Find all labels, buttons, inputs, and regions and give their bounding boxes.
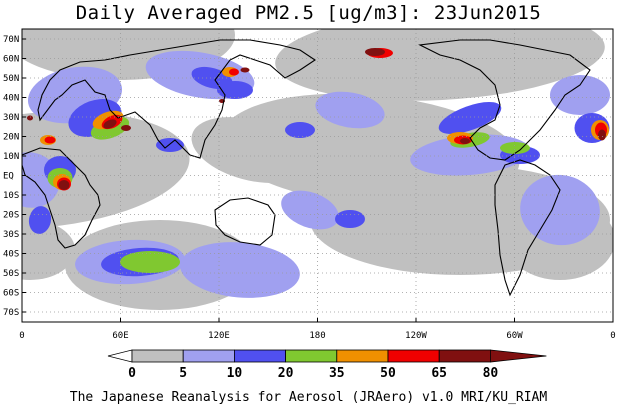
colorbar-arrow-left bbox=[107, 349, 133, 363]
coastline bbox=[494, 159, 561, 297]
lat-label: 30S bbox=[3, 230, 19, 240]
pm25-dark-region bbox=[598, 129, 606, 141]
pm25-lightblue-region bbox=[550, 75, 610, 115]
lon-label: 120E bbox=[208, 331, 230, 341]
lat-label: 10S bbox=[3, 191, 19, 201]
lon-label: 0 bbox=[610, 331, 615, 341]
pm25-red-region bbox=[44, 136, 56, 144]
colorbar-tick-label: 20 bbox=[278, 366, 294, 381]
pm25-dark-region bbox=[460, 138, 470, 144]
colorbar-segment bbox=[285, 349, 338, 363]
colorbar-arrow-right bbox=[489, 349, 547, 363]
colorbar-tick-label: 35 bbox=[329, 366, 345, 381]
footer-credit: The Japanese Reanalysis for Aerosol (JRA… bbox=[69, 390, 548, 405]
colorbar-tick-label: 0 bbox=[128, 366, 136, 381]
colorbar-segment bbox=[182, 349, 235, 363]
pm25-grey-region bbox=[22, 220, 75, 280]
pm25-grey-region bbox=[191, 117, 309, 183]
colorbar-tick-label: 10 bbox=[227, 366, 243, 381]
colorbar-tick-label: 80 bbox=[483, 366, 499, 381]
colorbar-tick-label: 65 bbox=[431, 366, 447, 381]
pm25-dark-region bbox=[103, 119, 117, 129]
pm25-blue-region bbox=[335, 210, 365, 228]
pm25-green-region bbox=[500, 142, 530, 154]
coastline bbox=[37, 39, 316, 159]
pm25-blue-region bbox=[217, 81, 253, 99]
lat-label: 10N bbox=[3, 152, 19, 162]
map-title: Daily Averaged PM2.5 [ug/m3]: 23Jun2015 bbox=[75, 2, 542, 24]
pm25-dark-region bbox=[121, 125, 131, 131]
pm25-red-region bbox=[229, 68, 239, 76]
lon-label: 180 bbox=[309, 331, 325, 341]
lat-label: 50S bbox=[3, 269, 19, 279]
pm25-blue-region bbox=[438, 102, 502, 134]
lat-label: 60N bbox=[3, 55, 19, 65]
lat-label: 60S bbox=[3, 289, 19, 299]
pm25-lightblue-region bbox=[410, 134, 530, 176]
pm25-dark-region bbox=[365, 48, 385, 56]
latitude-axis: 70N 60N 50N 40N 30N 20N 10N EQ 10S 20S 30S 40S 50S 60… bbox=[3, 35, 26, 318]
pm25-dark-region bbox=[240, 67, 250, 73]
colorbar-tick-label: 50 bbox=[380, 366, 396, 381]
coastline bbox=[214, 197, 276, 246]
lon-label: 60E bbox=[112, 331, 128, 341]
colorbar-segment bbox=[387, 349, 440, 363]
longitude-axis: 0 60E 120E 180 120W 60W 0 bbox=[19, 318, 616, 341]
pm25-dark-region bbox=[27, 115, 33, 121]
pm25-field bbox=[22, 29, 613, 322]
colorbar-segment bbox=[233, 349, 286, 363]
pm25-green-region bbox=[120, 251, 180, 273]
coastline bbox=[22, 147, 101, 249]
pm25-blue-region bbox=[285, 122, 315, 138]
coastline bbox=[418, 39, 591, 161]
colorbar-tick-label: 5 bbox=[179, 366, 187, 381]
pm25-blue-region bbox=[28, 206, 52, 234]
lat-label: 70N bbox=[3, 35, 19, 45]
lat-label: 40N bbox=[3, 94, 19, 104]
pm25-lightblue-region bbox=[315, 91, 385, 129]
lat-label: EQ bbox=[3, 172, 14, 182]
lon-label: 0 bbox=[19, 331, 24, 341]
lat-label: 50N bbox=[3, 74, 19, 84]
pm25-lightblue-region bbox=[281, 190, 339, 230]
colorbar: 0 5 10 20 35 50 65 80 bbox=[107, 349, 547, 381]
lat-label: 20S bbox=[3, 211, 19, 221]
lon-label: 120W bbox=[405, 331, 427, 341]
lat-label: 30N bbox=[3, 113, 19, 123]
pm25-lightblue-region bbox=[180, 242, 300, 298]
pm25-dark-region bbox=[58, 180, 70, 190]
colorbar-segment bbox=[438, 349, 491, 363]
lon-label: 60W bbox=[506, 331, 523, 341]
lat-label: 20N bbox=[3, 133, 19, 143]
colorbar-segment bbox=[131, 349, 184, 363]
lat-label: 40S bbox=[3, 250, 19, 260]
colorbar-segment bbox=[336, 349, 389, 363]
lat-label: 70S bbox=[3, 308, 19, 318]
pm25-lightblue-region bbox=[520, 174, 600, 246]
